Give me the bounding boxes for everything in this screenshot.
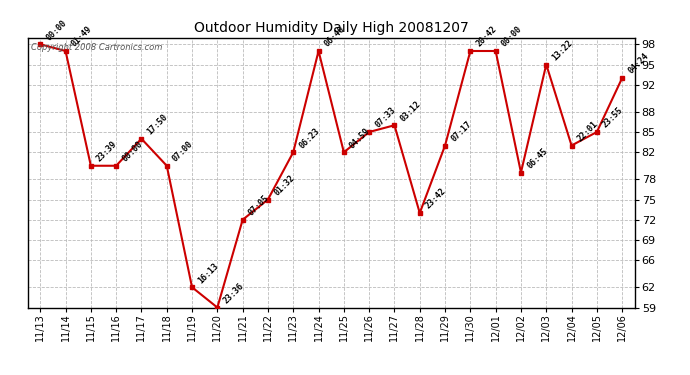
Text: 00:00: 00:00 — [120, 140, 144, 164]
Text: 07:17: 07:17 — [449, 119, 473, 143]
Text: 06:40: 06:40 — [323, 25, 347, 49]
Text: 03:12: 03:12 — [399, 99, 423, 123]
Text: 07:33: 07:33 — [373, 106, 397, 130]
Text: 06:45: 06:45 — [525, 146, 549, 170]
Text: 23:36: 23:36 — [221, 281, 246, 305]
Text: 06:23: 06:23 — [297, 126, 322, 150]
Text: 01:49: 01:49 — [70, 25, 94, 49]
Text: 00:00: 00:00 — [44, 18, 68, 42]
Text: 22:01: 22:01 — [575, 119, 600, 143]
Text: 23:39: 23:39 — [95, 140, 119, 164]
Text: 20:42: 20:42 — [475, 25, 499, 49]
Text: 04:24: 04:24 — [627, 52, 651, 76]
Text: 07:05: 07:05 — [247, 194, 271, 217]
Text: 13:22: 13:22 — [551, 38, 575, 62]
Text: Copyright 2008 Cartronics.com: Copyright 2008 Cartronics.com — [30, 43, 162, 52]
Text: 23:55: 23:55 — [601, 106, 625, 130]
Text: 00:00: 00:00 — [500, 25, 524, 49]
Text: 07:00: 07:00 — [171, 140, 195, 164]
Title: Outdoor Humidity Daily High 20081207: Outdoor Humidity Daily High 20081207 — [194, 21, 469, 35]
Text: 16:13: 16:13 — [196, 261, 220, 285]
Text: 17:50: 17:50 — [146, 112, 170, 136]
Text: 04:59: 04:59 — [348, 126, 372, 150]
Text: 23:42: 23:42 — [424, 187, 448, 211]
Text: 01:32: 01:32 — [272, 173, 296, 197]
